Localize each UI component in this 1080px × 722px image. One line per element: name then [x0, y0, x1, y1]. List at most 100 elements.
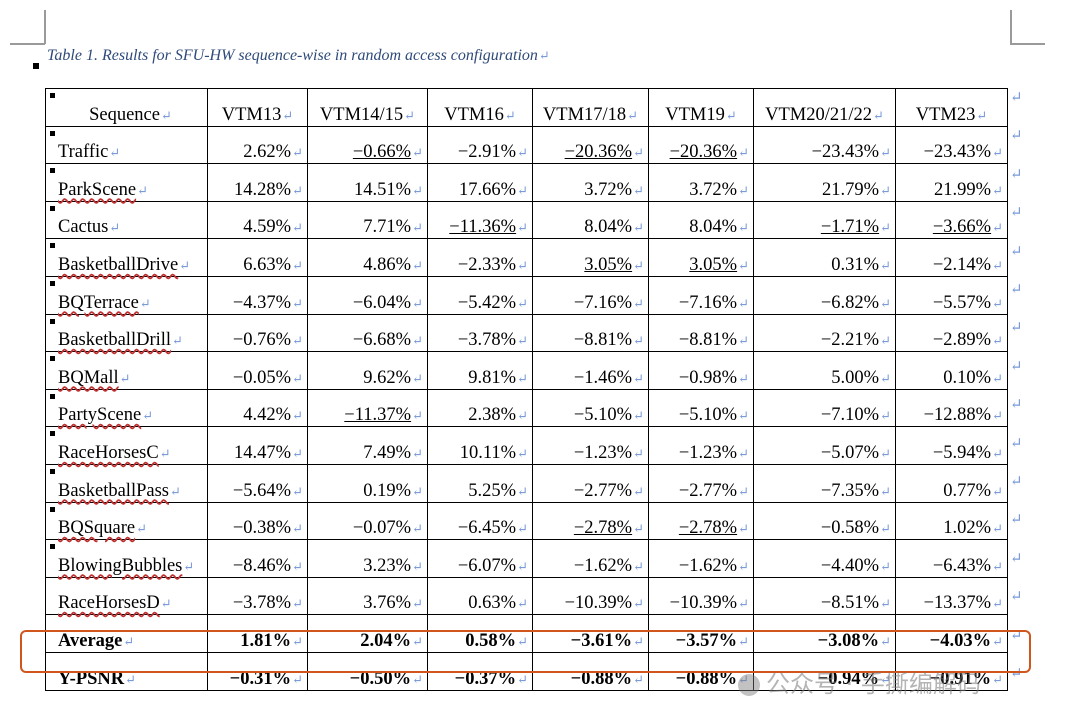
cell-value: −0.76%: [232, 330, 292, 351]
return-mark-icon: ↵: [517, 182, 528, 198]
sequence-name: Traffic: [58, 142, 109, 163]
return-mark-icon: ↵: [738, 333, 749, 349]
value-cell: 0.58%↵: [427, 614, 533, 653]
header-vtm23: VTM23↵: [895, 88, 1008, 127]
cell-value: −6.04%: [352, 292, 412, 313]
cell-value: 14.28%: [234, 179, 292, 200]
cell-value: −2.89%: [932, 330, 992, 351]
cell-text: VTM14/15: [319, 104, 404, 125]
results-table: Sequence↵ VTM13↵ VTM14/15↵ VTM16↵ VTM17/18↵ V…: [45, 88, 1008, 691]
cell-value: 14.51%: [354, 179, 412, 200]
cell-value: 3.23%: [363, 555, 412, 576]
return-mark-icon: ↵: [517, 333, 528, 349]
return-mark-icon: ↵: [633, 558, 644, 574]
return-mark-icon: ↵: [412, 333, 423, 349]
paragraph-mark-icon: [50, 168, 55, 174]
return-mark-icon: ↵: [880, 596, 891, 612]
cell-value: 4.59%: [243, 217, 292, 238]
return-mark-icon: ↵: [992, 295, 1003, 311]
value-cell: −6.43%↵: [895, 539, 1008, 578]
cell-value: −3.61%: [570, 630, 633, 651]
cell-value: −7.16%: [678, 292, 738, 313]
value-cell: −4.40%↵: [753, 539, 896, 578]
table-row: BlowingBubbles↵ −8.46%↵ 3.23%↵ −6.07%↵ −1.62…: [45, 539, 1008, 578]
paragraph-mark-icon: [50, 93, 55, 98]
return-mark-icon: ↵: [412, 182, 423, 198]
cell-value: −0.38%: [232, 518, 292, 539]
cell-value: 4.42%: [243, 405, 292, 426]
return-mark-icon: ↵: [123, 633, 135, 649]
return-mark-icon: ↵: [137, 182, 148, 198]
value-cell: 21.79%↵: [753, 163, 896, 202]
value-cell: 7.71%↵: [307, 200, 428, 240]
cell-value: 0.31%: [831, 254, 880, 275]
return-mark-icon: ↵: [517, 445, 528, 461]
cell-value: −0.88%: [675, 668, 738, 689]
return-mark-icon: ↵: [633, 220, 644, 236]
cell-value: 14.47%: [234, 442, 292, 463]
value-cell: −8.81%↵: [648, 313, 754, 353]
return-mark-icon: ↵: [125, 671, 137, 687]
row-end-mark-icon: ↵: [1010, 589, 1023, 606]
sequence-name: BQSquare: [58, 518, 136, 539]
cell-value: −3.08%: [817, 630, 880, 651]
return-mark-icon: ↵: [504, 107, 516, 123]
return-mark-icon: ↵: [412, 408, 423, 424]
return-mark-icon: ↵: [412, 633, 423, 649]
value-cell: 6.63%↵: [207, 238, 308, 277]
row-end-mark-icon: ↵: [1010, 435, 1023, 452]
cell-value: −3.57%: [675, 630, 738, 651]
return-mark-icon: ↵: [633, 483, 644, 499]
paragraph-mark-icon: [50, 506, 55, 512]
cell-value: 0.77%: [943, 480, 992, 501]
table-caption-text: Table 1. Results for SFU-HW sequence-wis…: [47, 47, 538, 64]
cell-value: −0.58%: [820, 518, 880, 539]
cell-value: 3.72%: [689, 179, 738, 200]
value-cell: −7.10%↵: [753, 388, 896, 428]
cell-value: −8.51%: [820, 593, 880, 614]
return-mark-icon: ↵: [412, 257, 423, 273]
table-row: PartyScene↵ 4.42%↵ −11.37%↵ 2.38%↵ −5.10%↵ −5…: [45, 388, 1008, 428]
paragraph-mark-icon: [50, 130, 55, 136]
cell-value: 3.72%: [584, 179, 633, 200]
return-mark-icon: ↵: [292, 445, 303, 461]
return-mark-icon: ↵: [992, 370, 1003, 386]
value-cell: −3.78%↵: [427, 313, 533, 353]
cell-value: 9.62%: [363, 367, 412, 388]
value-cell: −2.78%↵: [648, 501, 754, 541]
cell-value: −2.78%: [678, 518, 738, 539]
value-cell: 0.77%↵: [895, 463, 1008, 503]
return-mark-icon: ↵: [404, 107, 416, 123]
paragraph-mark-icon: [50, 318, 55, 324]
row-end-mark-icon: ↵: [1010, 128, 1023, 145]
value-cell: −20.36%↵: [648, 125, 754, 165]
crop-mark-top-left-vertical: [44, 10, 46, 44]
cell-value: −0.50%: [349, 668, 412, 689]
value-cell: −2.21%↵: [753, 313, 896, 353]
value-cell: 4.59%↵: [207, 200, 308, 240]
table-row: BQMall↵ −0.05%↵ 9.62%↵ 9.81%↵ −1.46%↵ −0.98%↵…: [45, 351, 1008, 390]
cell-value: 2.62%: [243, 142, 292, 163]
sequence-name-cell: RaceHorsesD↵: [45, 576, 208, 616]
return-mark-icon: ↵: [292, 671, 303, 687]
return-mark-icon: ↵: [992, 408, 1003, 424]
return-mark-icon: ↵: [738, 145, 749, 161]
value-cell: 4.86%↵: [307, 238, 428, 277]
return-mark-icon: ↵: [738, 182, 749, 198]
return-mark-icon: ↵: [738, 558, 749, 574]
cell-value: −0.05%: [232, 367, 292, 388]
return-mark-icon: ↵: [517, 633, 528, 649]
row-end-mark-icon: ↵: [1010, 550, 1023, 567]
return-mark-icon: ↵: [880, 445, 891, 461]
sequence-name: PartyScene: [58, 405, 142, 426]
return-mark-icon: ↵: [292, 145, 303, 161]
return-mark-icon: ↵: [172, 333, 183, 349]
crop-mark-top-right-horizontal: [1010, 43, 1045, 45]
return-mark-icon: ↵: [412, 445, 423, 461]
return-mark-icon: ↵: [517, 671, 528, 687]
cell-value: −6.82%: [820, 292, 880, 313]
return-mark-icon: ↵: [292, 370, 303, 386]
value-cell: 14.47%↵: [207, 426, 308, 465]
value-cell: −5.10%↵: [532, 388, 649, 428]
return-mark-icon: ↵: [633, 182, 644, 198]
